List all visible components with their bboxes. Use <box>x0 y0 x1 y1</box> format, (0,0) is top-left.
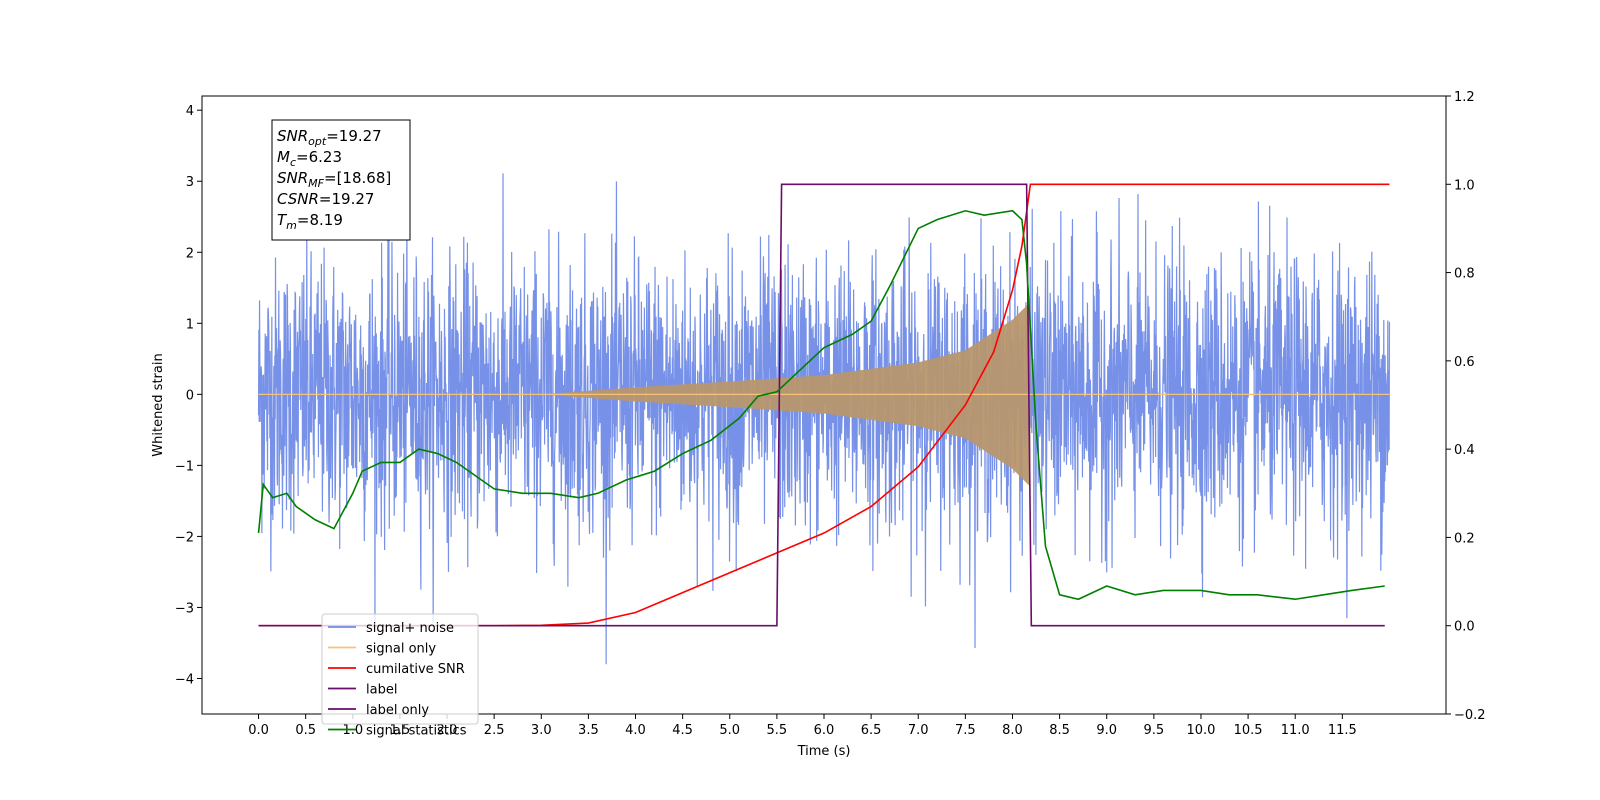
x-tick-label: 11.5 <box>1328 723 1357 738</box>
x-tick-label: 8.5 <box>1049 723 1070 738</box>
x-tick-label: 10.0 <box>1186 723 1215 738</box>
stats-line: CSNR=19.27 <box>277 190 374 208</box>
series-line-label <box>258 183 1385 627</box>
x-tick-label: 11.0 <box>1281 723 1310 738</box>
y-right-tick-label: 1.0 <box>1454 178 1475 193</box>
legend-label: label <box>366 683 397 698</box>
y-left-tick-label: −4 <box>175 672 194 687</box>
y-axis-right: −0.2 0.0 0.2 0.4 0.6 0.8 1.0 1.2 <box>1446 90 1486 723</box>
y-left-tick-label: 2 <box>186 246 194 261</box>
series-line-signal-statistics <box>257 209 1385 601</box>
y-right-tick-label: −0.2 <box>1454 708 1486 723</box>
x-tick-label: 1.5 <box>390 723 411 738</box>
y-right-tick-label: 0.0 <box>1454 620 1475 635</box>
stats-line: SNRopt=19.27 <box>277 127 382 148</box>
x-tick-label: 7.0 <box>908 723 929 738</box>
stats-line: SNRMF=[18.68] <box>277 169 391 190</box>
x-axis-label: Time (s) <box>797 744 851 759</box>
legend-frame <box>321 613 479 725</box>
x-tick-label: 4.0 <box>625 723 646 738</box>
x-tick-label: 4.5 <box>672 723 693 738</box>
signal-only-series <box>258 302 1390 487</box>
x-tick-label: 0.5 <box>295 723 316 738</box>
legend-label: label only <box>366 703 429 718</box>
legend-label: signal+ noise <box>366 621 454 636</box>
legend-label: cumilative SNR <box>366 662 465 677</box>
series-line-cumilative-snr <box>258 183 1390 627</box>
x-tick-label: 5.0 <box>719 723 740 738</box>
stats-line: Mc=6.23 <box>277 148 342 169</box>
x-tick-label: 3.5 <box>578 723 599 738</box>
y-left-tick-label: −3 <box>175 601 194 616</box>
signal-noise-line <box>257 173 1391 665</box>
stats-box: SNRopt=19.27Mc=6.23SNRMF=[18.68]CSNR=19.… <box>271 119 411 241</box>
overlay-series <box>257 183 1390 627</box>
y-right-tick-label: 0.6 <box>1454 355 1475 370</box>
x-tick-label: 2.0 <box>437 723 458 738</box>
y-left-tick-label: 0 <box>186 388 194 403</box>
x-axis: 0.0 0.5 1.0 1.5 2.0 2.5 3.0 3.5 4.0 4.5 5.0 5.5 6.0 6… <box>248 714 1357 738</box>
y-right-tick-label: 0.8 <box>1454 267 1475 282</box>
y-left-tick-label: −2 <box>175 530 194 545</box>
y-axis-left: −4 −3 −2 −1 0 1 2 3 4 <box>175 104 202 687</box>
x-tick-label: 8.0 <box>1002 723 1023 738</box>
y-left-tick-label: 1 <box>186 317 194 332</box>
y-left-tick-label: 3 <box>186 175 194 190</box>
signal-noise-series <box>257 173 1391 665</box>
x-tick-label: 2.5 <box>484 723 505 738</box>
y-left-tick-label: −1 <box>175 459 194 474</box>
x-tick-label: 3.0 <box>531 723 552 738</box>
x-tick-label: 6.0 <box>814 723 835 738</box>
x-tick-label: 9.5 <box>1144 723 1165 738</box>
y-left-tick-label: 4 <box>186 104 194 119</box>
stats-line: Tm=8.19 <box>277 211 343 232</box>
x-tick-label: 10.5 <box>1234 723 1263 738</box>
legend-label: signal statistics <box>366 724 467 739</box>
x-tick-label: 0.0 <box>248 723 269 738</box>
x-tick-label: 1.0 <box>342 723 363 738</box>
y-right-tick-label: 1.2 <box>1454 90 1475 105</box>
y-right-tick-label: 0.2 <box>1454 531 1475 546</box>
x-tick-label: 9.0 <box>1096 723 1117 738</box>
x-tick-label: 7.5 <box>955 723 976 738</box>
x-tick-label: 5.5 <box>767 723 788 738</box>
stats-box-frame <box>271 119 411 241</box>
y-right-tick-label: 0.4 <box>1454 443 1475 458</box>
legend: signal+ noise signal only cumilative SNR la… <box>321 613 479 739</box>
plot-area <box>201 95 1447 715</box>
x-tick-label: 6.5 <box>861 723 882 738</box>
y-axis-label-left: Whitened strain <box>151 353 166 456</box>
legend-label: signal only <box>366 642 436 657</box>
